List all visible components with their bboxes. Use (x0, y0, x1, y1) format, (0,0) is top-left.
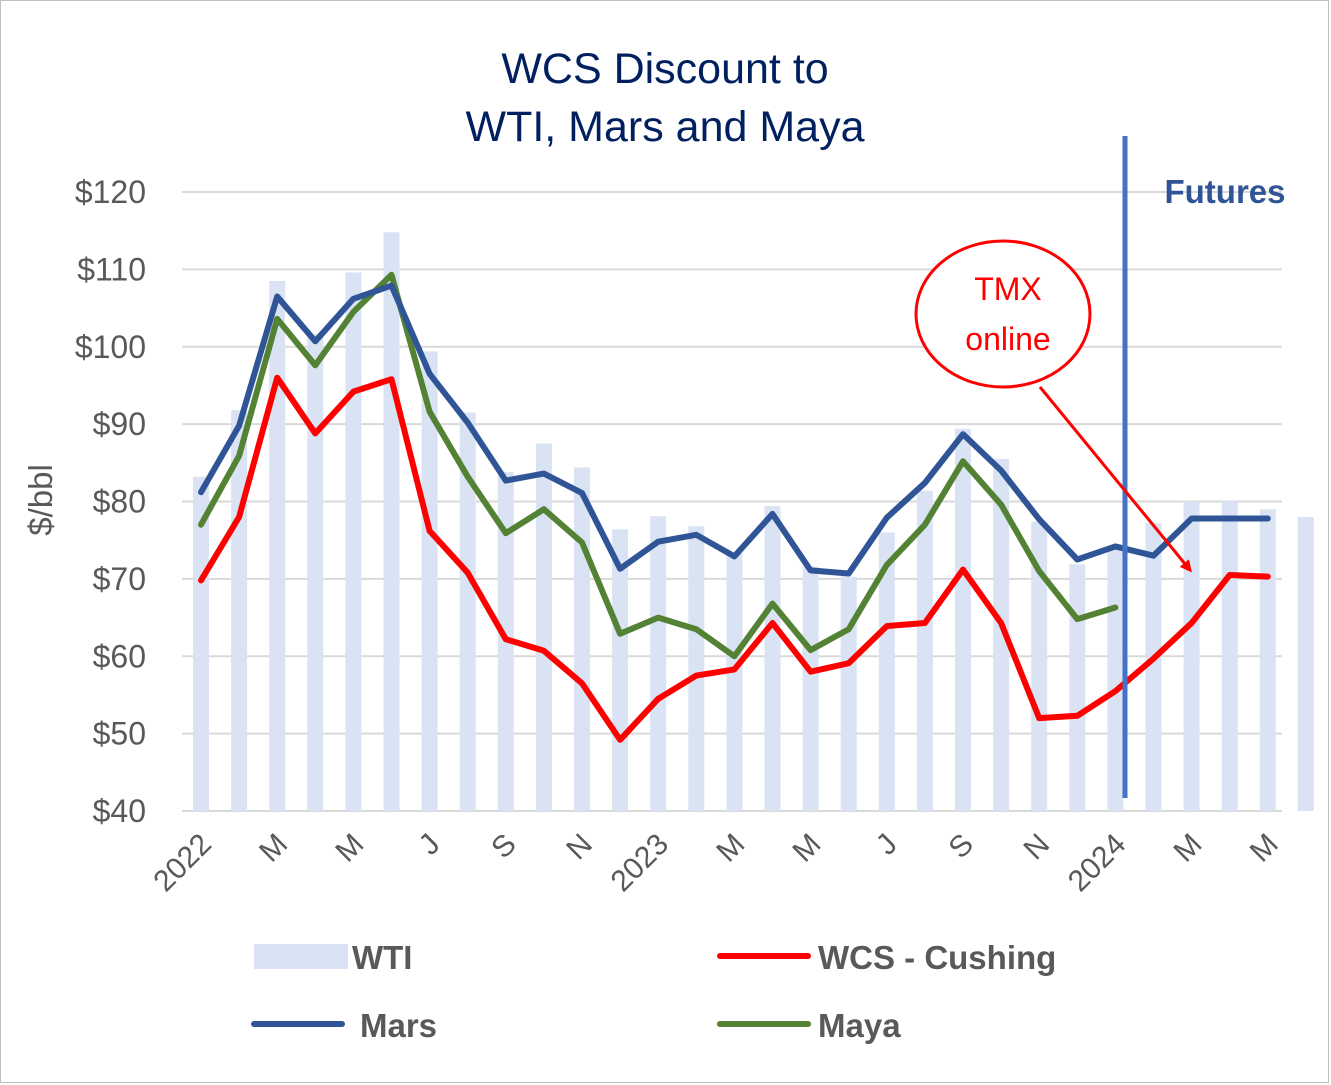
wti-bar-2023-06 (840, 576, 857, 811)
wti-bar-2022-06 (383, 232, 400, 812)
x-tick-label-2023-09: S (942, 828, 979, 865)
y-tick-label-80: $80 (93, 484, 146, 520)
legend-label-wcs: WCS - Cushing (818, 939, 1056, 976)
wti-bar-2022-07 (421, 351, 438, 811)
y-tick-label-110: $110 (77, 251, 146, 287)
wti-bar-2023-12 (1069, 564, 1086, 811)
y-tick-label-50: $50 (93, 716, 146, 752)
x-tick-label-2022-07: J (413, 828, 447, 862)
wti-bar-2024-05 (1259, 509, 1276, 811)
wti-bar-2023-04 (764, 506, 781, 811)
y-tick-label-120: $120 (75, 174, 146, 210)
x-tick-label-2023-01: 2023 (605, 828, 676, 899)
series-line-mars (198, 282, 1271, 577)
wti-bar-2023-02 (688, 526, 705, 811)
x-tick-label-2023-11: N (1017, 828, 1056, 867)
wti-bar-2024-03 (1183, 501, 1200, 811)
y-tick-label-100: $100 (75, 329, 146, 365)
x-tick-label-2022-11: N (560, 828, 599, 867)
tmx-callout-ellipse (914, 239, 1092, 389)
series-line-maya (198, 271, 1119, 660)
x-axis-ticks: 2022 M M J S N 2023 M M J S N 2024 M M (147, 828, 1284, 899)
chart-title-line-1: WCS Discount to (501, 45, 829, 93)
x-tick-label-2023-03: M (710, 828, 751, 869)
y-tick-label-70: $70 (93, 561, 146, 597)
wti-bar-2023-11 (1031, 521, 1048, 811)
y-axis-label: $/bbl (22, 464, 59, 536)
tmx-callout-arrow (1038, 386, 1192, 573)
y-axis-ticks: $40 $50 $60 $70 $80 $90 $100 $110 $120 (75, 174, 146, 829)
x-tick-label-2022-09: S (485, 828, 522, 865)
tmx-callout-line-2: online (965, 321, 1050, 357)
futures-label: Futures (1164, 173, 1285, 210)
wti-bar-2022-05 (345, 272, 362, 812)
chart-title-line-2: WTI, Mars and Maya (465, 103, 865, 151)
chart-title: WCS Discount to WTI, Mars and Maya (365, 40, 965, 156)
wti-bar-2022-10 (535, 443, 552, 811)
wti-bar-2023-08 (916, 490, 933, 811)
wti-bar-2024-01 (1107, 547, 1124, 811)
x-tick-label-2024-05: M (1244, 828, 1285, 869)
x-tick-label-2024-01: 2024 (1062, 828, 1133, 899)
wti-bar-2023-09 (955, 428, 971, 811)
wti-bar-2022-11 (574, 467, 590, 811)
wti-bar-2024-06 (1297, 516, 1314, 811)
wti-bar-2023-05 (802, 566, 819, 811)
wti-bar-2022-04 (307, 334, 324, 811)
legend: WTI WCS - Cushing Mars Maya (251, 939, 1056, 1044)
wti-bar-2023-10 (993, 458, 1010, 811)
wti-bar-2024-04 (1221, 501, 1238, 811)
wti-bar-2022-08 (459, 412, 476, 811)
legend-swatch-wti (254, 944, 348, 969)
wti-bar-2022-12 (612, 529, 629, 811)
tmx-callout-line-1: TMX (974, 271, 1042, 307)
legend-label-mars: Mars (360, 1007, 437, 1044)
x-tick-label-2024-03: M (1168, 828, 1209, 869)
wti-bars (193, 232, 1314, 812)
wti-bar-2023-03 (726, 553, 743, 811)
wti-bar-2023-07 (878, 532, 895, 811)
y-tick-label-60: $60 (93, 638, 146, 674)
y-tick-label-90: $90 (93, 406, 146, 442)
y-tick-label-40: $40 (93, 793, 146, 829)
series-lines (198, 271, 1271, 743)
x-tick-label-2022-05: M (329, 828, 370, 869)
wti-bar-2023-01 (650, 516, 667, 811)
wti-bar-2024-02 (1145, 523, 1162, 811)
wti-bar-2022-01 (193, 476, 209, 811)
legend-label-maya: Maya (818, 1007, 901, 1044)
legend-label-wti: WTI (352, 939, 412, 976)
series-line-wcs-cushing (198, 374, 1271, 743)
x-tick-label-2022-01: 2022 (147, 828, 218, 899)
x-tick-label-2022-03: M (253, 828, 294, 869)
wti-bar-2022-03 (269, 280, 286, 811)
x-tick-label-2023-05: M (787, 828, 828, 869)
x-tick-label-2023-07: J (870, 828, 904, 862)
